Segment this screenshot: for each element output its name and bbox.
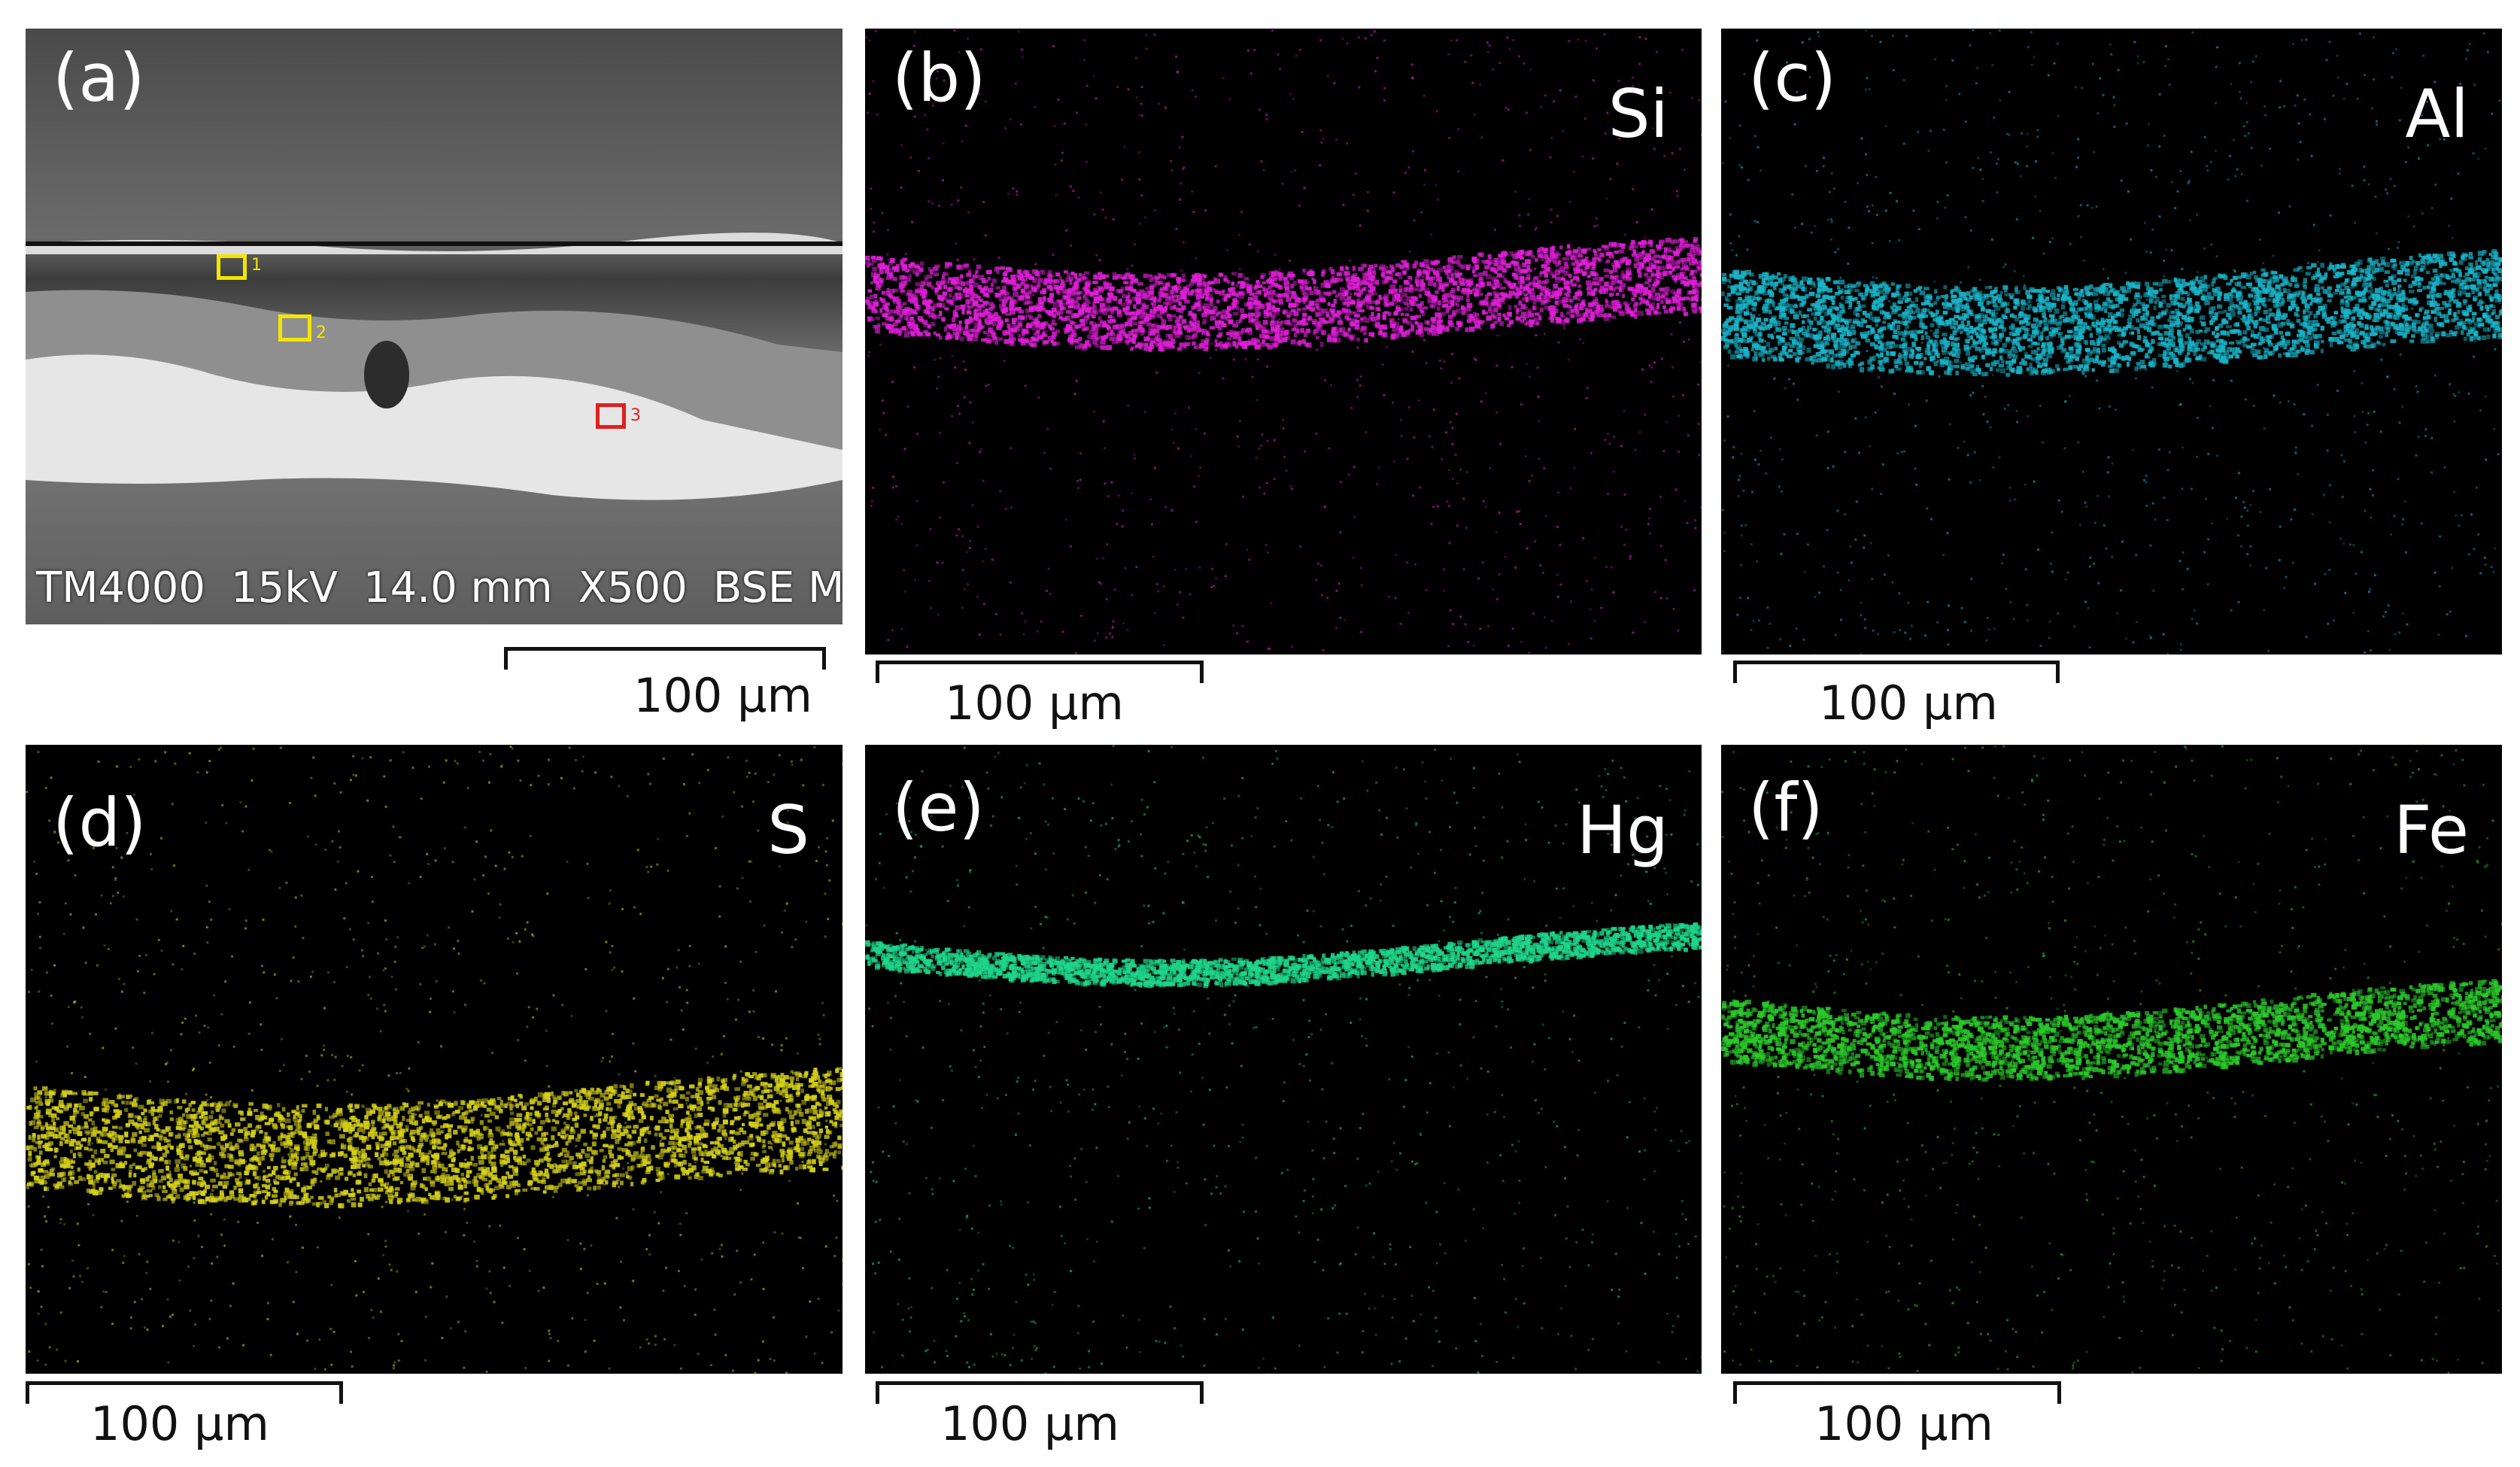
scale-bar-c [1733, 661, 2060, 706]
eds-speckle-layer [865, 745, 1702, 1374]
roi-number-3: 3 [630, 406, 641, 425]
sem-working-distance: 14.0 mm [363, 563, 553, 612]
roi-marker-2 [278, 314, 311, 342]
panel-label-d: (d) [53, 784, 147, 861]
element-label-fe: Fe [2394, 791, 2469, 869]
sem-image-panel: 1 2 3 (a) TM4000 15kV 14.0 mm X500 BSE M [26, 29, 843, 624]
eds-map-fe: (f) Fe [1721, 745, 2502, 1374]
panel-label-a: (a) [53, 39, 145, 117]
panel-label-c: (c) [1748, 39, 1837, 117]
sem-detector: BSE M [712, 563, 843, 612]
roi-marker-3 [596, 403, 626, 429]
eds-speckle-layer [1721, 745, 2502, 1374]
eds-map-s: (d) S [26, 745, 843, 1374]
sem-voltage: 15kV [231, 563, 339, 612]
sem-magnification: X500 [578, 563, 688, 612]
eds-map-hg: (e) Hg [865, 745, 1702, 1374]
scale-label-b: 100 µm [945, 676, 1124, 730]
scale-label-e: 100 µm [940, 1396, 1119, 1451]
element-label-si: Si [1608, 75, 1668, 153]
eds-map-si: (b) Si [865, 29, 1702, 655]
scale-bar-a [504, 647, 826, 692]
scale-bar-f [1733, 1381, 2061, 1426]
element-label-al: Al [2405, 75, 2469, 153]
eds-speckle-layer [26, 746, 843, 1374]
scale-label-a: 100 µm [633, 668, 812, 723]
panel-label-e: (e) [892, 769, 985, 846]
sem-instrument: TM4000 [36, 563, 206, 612]
element-label-hg: Hg [1576, 791, 1668, 869]
eds-speckle-layer [1721, 29, 2502, 655]
eds-map-al: (c) Al [1721, 29, 2502, 655]
scale-bar-d [26, 1381, 343, 1426]
sem-info-bar: TM4000 15kV 14.0 mm X500 BSE M [26, 542, 843, 624]
scale-bar-e [876, 1381, 1204, 1426]
scale-bar-b [876, 661, 1204, 706]
roi-number-1: 1 [251, 256, 262, 275]
panel-label-f: (f) [1748, 769, 1823, 846]
panel-label-b: (b) [892, 39, 986, 117]
element-label-s: S [767, 791, 809, 869]
scale-label-d: 100 µm [90, 1396, 269, 1451]
eds-speckle-layer [865, 29, 1702, 655]
scale-label-f: 100 µm [1814, 1396, 1993, 1451]
scale-label-c: 100 µm [1819, 676, 1998, 730]
roi-marker-1 [217, 254, 247, 280]
sem-micrograph [26, 29, 843, 624]
roi-number-2: 2 [316, 323, 326, 342]
